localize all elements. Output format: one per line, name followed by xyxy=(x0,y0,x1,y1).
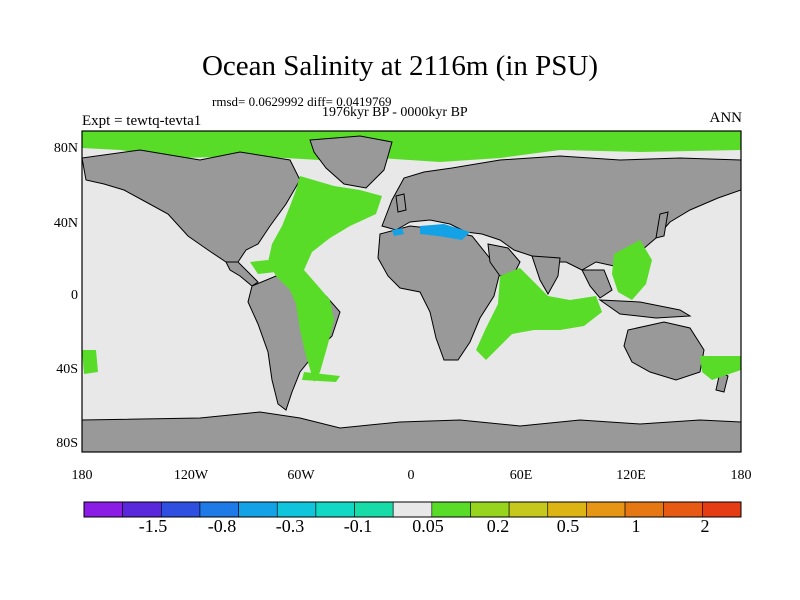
land-africa xyxy=(377,225,501,361)
land-antarctica xyxy=(82,411,741,452)
mediterranean-anomaly-west xyxy=(392,228,404,236)
colorbar-cell xyxy=(315,501,355,518)
plot-title: Ocean Salinity at 2116m (in PSU) xyxy=(201,50,599,82)
experiment-label: Expt = tewtq-tevta1 xyxy=(82,113,202,129)
season-label: ANN xyxy=(709,110,743,126)
colorbar-cell xyxy=(431,501,471,518)
colorbar-cell xyxy=(276,501,317,518)
mediterranean-anomaly xyxy=(420,224,470,240)
land-central-america xyxy=(225,261,259,287)
x-tick-120e: 120E xyxy=(616,468,646,483)
colorbar-cell xyxy=(586,501,626,518)
indian-ocean-anomaly xyxy=(476,268,602,360)
colorbar-cell xyxy=(354,501,394,518)
x-tick-180e: 180 xyxy=(730,468,752,483)
atlantic-anomaly xyxy=(268,176,382,382)
land-japan xyxy=(655,211,669,239)
land-greenland xyxy=(309,135,393,189)
map-frame xyxy=(81,130,742,453)
land-australia xyxy=(623,321,705,381)
western-pacific-anomaly xyxy=(612,240,652,300)
y-tick-80n: 80N xyxy=(53,141,78,156)
colorbar-cell xyxy=(160,501,201,518)
colorbar-cell xyxy=(238,501,278,518)
y-tick-0: 0 xyxy=(71,288,78,303)
x-tick-120w: 120W xyxy=(173,468,209,483)
y-tick-40n: 40N xyxy=(53,216,78,231)
y-tick-80s: 80S xyxy=(56,436,78,451)
colorbar-cell xyxy=(702,501,742,518)
colorbar-cell xyxy=(199,501,239,518)
colorbar-label: 0.05 xyxy=(412,516,444,536)
x-tick-180w: 180 xyxy=(71,468,93,483)
colorbar-cell xyxy=(663,501,703,518)
x-tick-60w: 60W xyxy=(287,468,315,483)
caribbean-patch xyxy=(250,260,276,274)
colorbar-label: 2 xyxy=(700,516,710,536)
colorbar-cell xyxy=(547,501,587,518)
period-label: 1976kyr BP - 0000kyr BP xyxy=(322,105,468,120)
colorbar-cell xyxy=(122,501,162,518)
colorbar-label: -0.8 xyxy=(207,516,237,536)
colorbar-label: 0.2 xyxy=(486,516,510,536)
land-britain xyxy=(395,193,407,213)
southern-ocean-patch-1 xyxy=(82,350,98,374)
land-india xyxy=(531,255,561,296)
colorbar-cell xyxy=(470,501,510,518)
colorbar-cell xyxy=(83,501,123,518)
colorbar-label: -0.3 xyxy=(275,516,305,536)
colorbar-frame xyxy=(83,501,742,518)
x-tick-0: 0 xyxy=(407,468,415,483)
y-tick-40s: 40S xyxy=(56,362,78,377)
southern-ocean-patch-3 xyxy=(700,356,741,380)
southern-ocean-patch-2 xyxy=(302,372,340,382)
colorbar-label: -1.5 xyxy=(138,516,168,536)
colorbar-label: 1 xyxy=(631,516,641,536)
colorbar-label: 0.5 xyxy=(556,516,580,536)
land-southeast-asia xyxy=(581,269,613,299)
colorbar-label: -0.1 xyxy=(343,516,373,536)
x-tick-60e: 60E xyxy=(509,468,533,483)
land-north-america xyxy=(82,149,301,263)
colorbar-cell xyxy=(624,501,665,518)
colorbar-cell xyxy=(392,501,433,518)
land-indonesia xyxy=(598,299,692,319)
stats-line: rmsd= 0.0629992 diff= 0.0419769 xyxy=(212,94,392,109)
colorbar-cell xyxy=(508,501,549,518)
